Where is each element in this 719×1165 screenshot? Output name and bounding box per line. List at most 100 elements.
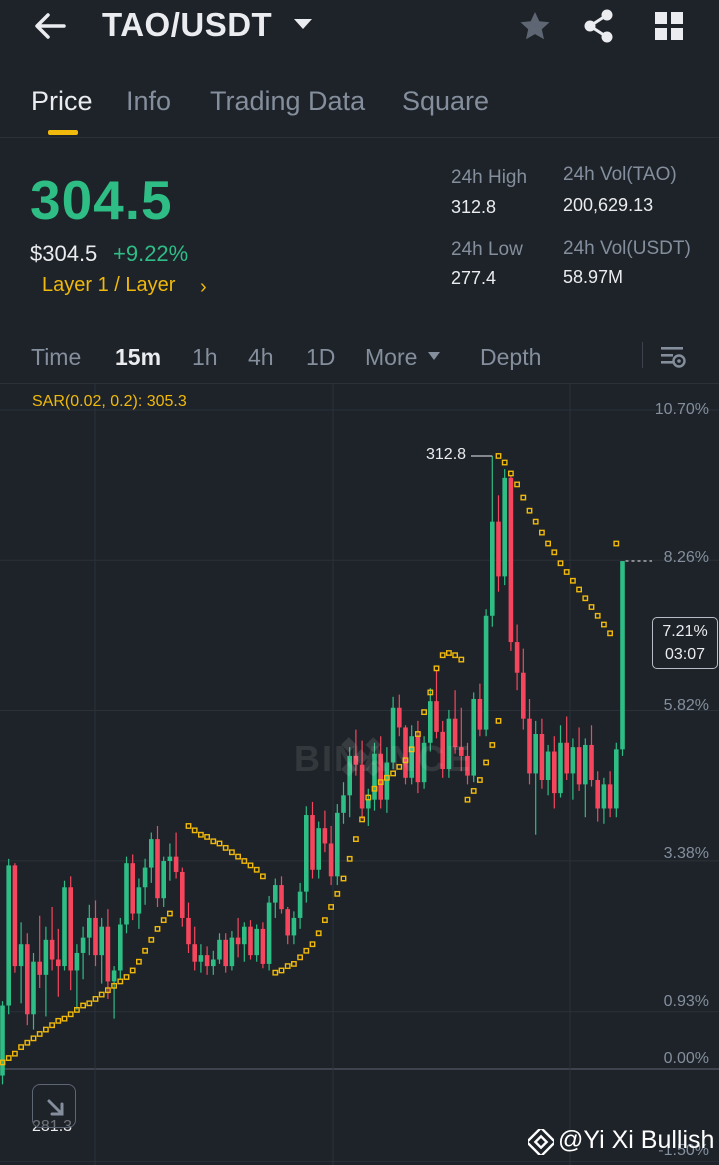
sar-dot [526, 507, 533, 514]
candle-body [198, 955, 204, 962]
sar-dot [315, 930, 322, 937]
sar-dot [390, 770, 396, 777]
candle-body [235, 937, 241, 945]
candle-body [459, 747, 464, 756]
interval-time[interactable]: Time [31, 344, 82, 370]
sar-dot [253, 866, 260, 873]
candle-body [285, 909, 290, 936]
sar-dot [185, 823, 192, 829]
interval-4h[interactable]: 4h [248, 344, 274, 370]
tab-price[interactable]: Price [31, 86, 93, 116]
sar-dot [73, 1006, 80, 1013]
candle-body [521, 672, 526, 719]
sar-dot [241, 858, 248, 864]
sar-dot [216, 840, 223, 847]
sar-dot [377, 779, 384, 786]
tab-trading-data[interactable]: Trading Data [210, 86, 366, 116]
price-tag-percent: 7.21% [662, 623, 708, 640]
sar-dot [520, 494, 527, 501]
candle-body [397, 707, 402, 728]
sar-dot [67, 1011, 74, 1018]
usd-price: $304.5 [30, 241, 98, 266]
candle-body [508, 477, 514, 643]
sar-dot [291, 961, 297, 967]
candle-body [149, 839, 154, 868]
sar-dot [204, 834, 210, 840]
sar-dot [353, 836, 359, 843]
candle-body [118, 924, 123, 971]
sar-dot [464, 796, 471, 803]
sar-dot [98, 991, 105, 998]
sar-dot [154, 925, 161, 932]
candle-body [12, 865, 18, 967]
candle-body [335, 812, 340, 877]
tab-square[interactable]: Square [402, 86, 490, 116]
y-axis-label: 0.93% [663, 993, 709, 1010]
back-arrow-icon[interactable] [30, 8, 70, 44]
sar-dot [303, 947, 310, 954]
sar-dot [328, 904, 334, 910]
candle-body [223, 939, 228, 967]
star-icon[interactable] [518, 10, 552, 42]
interval-15m[interactable]: 15m [115, 344, 162, 370]
sar-dot [284, 963, 291, 969]
price-change: +9.22% [113, 241, 189, 266]
chevron-right-icon[interactable]: › [200, 276, 207, 298]
candle-body [372, 753, 377, 800]
sar-dot [309, 941, 316, 948]
sar-dot [446, 650, 452, 656]
pair-title[interactable]: TAO/USDT [102, 6, 273, 43]
grid-icon[interactable] [654, 11, 684, 41]
candle-body [80, 937, 86, 953]
candle-body [37, 961, 42, 975]
sar-dot [408, 746, 415, 753]
candle-body [99, 926, 104, 956]
interval-1h[interactable]: 1h [192, 344, 218, 370]
candle-body [204, 955, 210, 967]
caret-down-icon[interactable] [292, 16, 314, 32]
watermark-text: BINANCE [294, 738, 473, 779]
candle-body [353, 755, 359, 765]
sar-dot [613, 540, 620, 547]
interval-more[interactable]: More [365, 344, 418, 370]
sar-dot [210, 838, 217, 845]
tab-info[interactable]: Info [126, 86, 172, 116]
candle-body [620, 561, 625, 750]
sar-dot [551, 549, 558, 556]
candle-body [316, 828, 321, 870]
candle-body [322, 828, 328, 844]
share-icon[interactable] [582, 8, 616, 44]
candle-body [254, 928, 259, 956]
category-link[interactable]: Layer 1 / Layer [42, 274, 176, 296]
sar-dot [607, 630, 614, 637]
sar-dot [433, 665, 440, 672]
candle-body [514, 642, 520, 673]
sar-dot [384, 774, 390, 781]
candle-body [341, 795, 346, 813]
y-axis-label: 10.70% [654, 401, 709, 418]
binance-logo-watermark [341, 737, 381, 777]
candle-body [384, 762, 390, 800]
candle-body [533, 734, 538, 774]
sar-dot [359, 816, 365, 823]
candle-body [6, 865, 11, 1006]
divider [642, 342, 643, 368]
candle-body [248, 926, 253, 956]
candle-body [87, 917, 92, 938]
caret-down-icon[interactable] [428, 352, 440, 361]
sar-dot [396, 763, 403, 770]
chart-settings-icon[interactable] [660, 344, 686, 370]
current-price-tag: 7.21% 03:07 [652, 617, 718, 669]
candle-body [614, 749, 619, 809]
sar-dot [297, 954, 303, 961]
sar-dot [539, 529, 545, 536]
interval-1d[interactable]: 1D [306, 344, 336, 370]
candle-body [415, 736, 421, 783]
candlestick-chart[interactable] [0, 384, 719, 1165]
sar-dot [532, 518, 539, 525]
sar-dot [415, 731, 421, 737]
stat-high-label: 24h High [451, 167, 528, 188]
expand-chart-button[interactable] [32, 1084, 76, 1128]
candle-body [390, 707, 396, 763]
depth-tab[interactable]: Depth [480, 344, 542, 370]
